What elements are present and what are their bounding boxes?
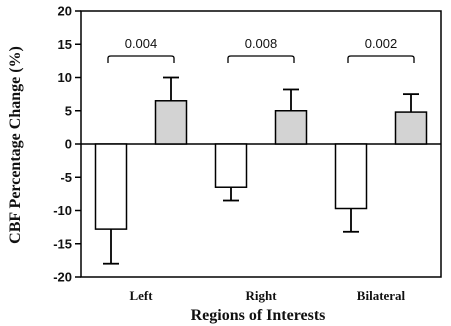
bar xyxy=(336,144,367,209)
bar xyxy=(216,144,247,187)
y-tick-label: -10 xyxy=(53,203,72,218)
y-tick-label: 0 xyxy=(65,137,72,152)
bar xyxy=(156,101,187,144)
p-value-label: 0.008 xyxy=(245,36,278,51)
significance-bracket xyxy=(108,56,174,63)
category-label: Bilateral xyxy=(357,288,406,303)
p-value-label: 0.002 xyxy=(365,36,398,51)
category-label: Right xyxy=(245,288,277,303)
category-label: Left xyxy=(129,288,153,303)
bar xyxy=(96,144,127,229)
y-tick-label: 5 xyxy=(65,103,72,118)
y-axis-title: CBF Percentage Change (%) xyxy=(7,46,24,244)
y-tick-label: -5 xyxy=(60,170,72,185)
y-tick-label: 20 xyxy=(58,4,72,19)
x-axis-title: Regions of Interests xyxy=(191,307,326,324)
p-value-label: 0.004 xyxy=(125,36,158,51)
significance-bracket xyxy=(228,56,294,63)
bar xyxy=(276,111,307,144)
y-tick-label: -15 xyxy=(53,236,72,251)
bar xyxy=(396,112,427,144)
y-tick-label: 10 xyxy=(58,70,72,85)
plot-area: -20 -15 -10 -5 0 5 10 15 20 Left 0.004 Right 0.008 Bi… xyxy=(53,4,441,304)
y-tick-label: 15 xyxy=(58,37,72,52)
y-tick-label: -20 xyxy=(53,270,72,285)
significance-bracket xyxy=(348,56,414,63)
